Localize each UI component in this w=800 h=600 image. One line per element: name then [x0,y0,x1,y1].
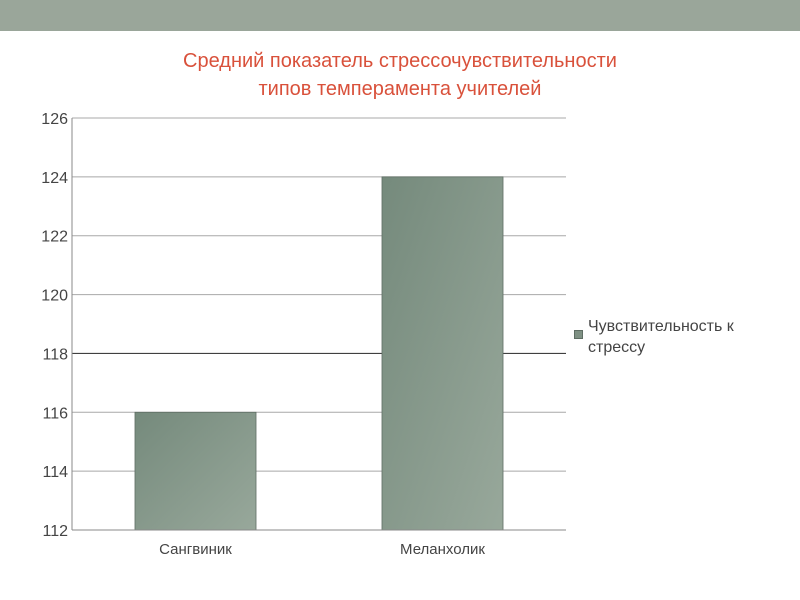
top-bar [0,0,800,31]
y-tick-label-122: 122 [41,229,68,246]
y-tick-label-116: 116 [42,405,68,422]
x-category-label-2: Меланхолик [400,541,485,558]
legend-label-line-2: стрессу [588,339,646,356]
legend: Чувствительность к стрессу [574,316,784,358]
x-category-label-1: Сангвиник [159,541,232,558]
legend-label-line-1: Чувствительность к [588,318,734,335]
chart-title: Средний показатель стрессочувствительнос… [0,47,800,103]
y-tick-label-114: 114 [42,464,68,481]
legend-text: Чувствительность к стрессу [588,316,734,358]
chart-title-line-1: Средний показатель стрессочувствительнос… [183,50,617,72]
bars [134,176,504,531]
y-tick-label-120: 120 [41,288,68,305]
y-tick-labels: 112 114 116 118 120 122 124 126 [41,111,68,540]
axes [71,118,566,531]
bar-1 [134,411,257,531]
chart-title-line-2: типов темперамента учителей [258,78,542,100]
y-tick-label-112: 112 [42,523,68,540]
y-tick-label-124: 124 [41,170,68,187]
x-category-labels: Сангвиник Меланхолик [159,541,485,558]
legend-swatch [574,330,583,339]
y-tick-label-126: 126 [41,111,68,128]
bar-2 [381,176,504,531]
y-tick-label-118: 118 [42,346,68,363]
